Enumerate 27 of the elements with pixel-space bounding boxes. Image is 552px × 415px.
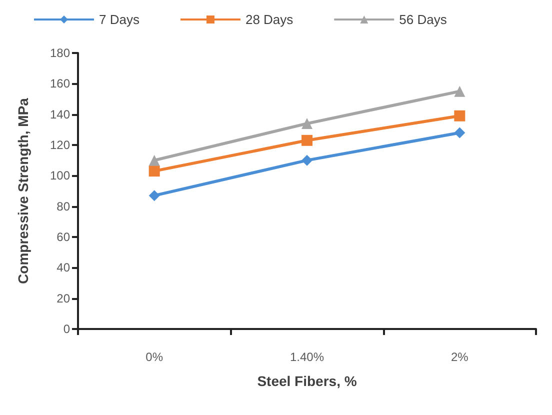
y-tick-label: 140: [50, 107, 70, 122]
y-tick-label: 60: [56, 230, 70, 244]
y-axis-title: Compressive Strength, MPa: [15, 98, 31, 284]
y-tick-label: 20: [56, 291, 70, 306]
y-tick-label: 120: [50, 138, 70, 152]
y-tick-label: 40: [56, 260, 70, 275]
y-tick-label: 180: [50, 46, 70, 60]
y-tick-label: 100: [50, 168, 70, 183]
legend-label: 7 Days: [99, 12, 140, 27]
legend-label: 28 Days: [245, 12, 294, 27]
x-tick-label: 0%: [146, 350, 164, 364]
point: [454, 86, 466, 97]
point: [302, 134, 312, 146]
point: [454, 110, 466, 122]
point: [454, 127, 466, 138]
point: [148, 190, 160, 202]
y-tick-label: 0: [63, 322, 70, 336]
x-axis-title: Steel Fibers, %: [257, 373, 358, 389]
x-tick-label: 1.40%: [290, 350, 324, 364]
point: [148, 154, 160, 166]
point: [148, 166, 160, 177]
point: [302, 118, 312, 130]
x-tick-label: 2%: [450, 350, 469, 364]
legend-label: 56 Days: [399, 12, 448, 27]
y-tick-label: 80: [56, 199, 70, 214]
point: [302, 154, 312, 166]
y-tick-label: 160: [50, 76, 70, 91]
